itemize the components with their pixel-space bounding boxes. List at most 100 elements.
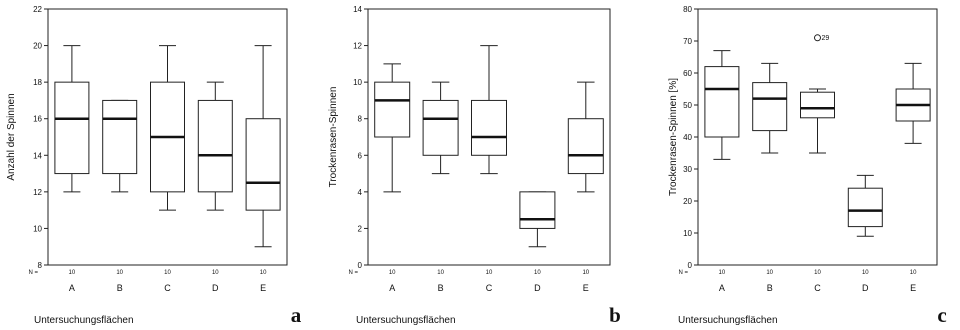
box-B: [422, 81, 459, 175]
box-E: [567, 81, 604, 193]
box-C: [471, 45, 507, 175]
y-axis-label: Trockenrasen-Spinnen [%]: [668, 78, 679, 196]
x-category-label: A: [389, 283, 395, 293]
iqr-box: [197, 99, 233, 193]
iqr-box: [847, 187, 883, 228]
n-count: 10: [69, 270, 76, 276]
n-count: 10: [486, 270, 493, 276]
n-count: 10: [766, 270, 773, 276]
y-tick-label: 18: [33, 78, 42, 87]
y-tick-label: 14: [33, 151, 42, 160]
iqr-box: [471, 99, 507, 156]
y-tick-label: 10: [353, 78, 362, 87]
box-C: [150, 45, 185, 211]
y-tick-label: 40: [683, 133, 692, 142]
iqr-box: [422, 99, 459, 156]
y-tick-label: 80: [683, 5, 692, 14]
panel-c: 0 10 20 30 40 50 60 70 80 Trockenrasen-Spinnen [%…: [668, 5, 947, 327]
x-category-label: B: [117, 283, 123, 293]
n-count: 10: [814, 270, 821, 276]
n-count: 10: [389, 270, 396, 276]
box-B: [102, 99, 138, 193]
iqr-box: [102, 99, 138, 175]
plot-frame: [367, 8, 611, 266]
n-count: 10: [719, 270, 726, 276]
panel-b: 0 2 4 6 8 10 12 14 Trockenrasen-Spinnen N = 10 A 10 B…: [328, 5, 621, 327]
n-count: 10: [260, 270, 267, 276]
y-tick-label: 0: [688, 261, 693, 270]
n-count: 10: [437, 270, 444, 276]
outlier-point: [814, 34, 821, 42]
y-axis-label: Anzahl der Spinnen: [6, 93, 17, 180]
n-count: 10: [212, 270, 219, 276]
iqr-box: [54, 81, 90, 175]
n-count: 10: [910, 270, 917, 276]
y-tick-label: 50: [683, 101, 692, 110]
plot-frame: [47, 8, 288, 266]
x-category-label: D: [534, 283, 541, 293]
n-count: 10: [582, 270, 589, 276]
panel-letter: b: [609, 303, 621, 327]
y-tick-label: 30: [683, 165, 692, 174]
y-tick-label: 4: [358, 188, 363, 197]
box-B: [752, 62, 788, 154]
panel-letter: a: [291, 303, 302, 327]
iqr-box: [704, 66, 740, 138]
y-tick-label: 12: [353, 42, 362, 51]
iqr-box: [752, 82, 788, 132]
y-tick-label: 60: [683, 69, 692, 78]
y-tick-label: 20: [33, 42, 42, 51]
panel-a: 8 10 12 14 16 18 20 22 Anzahl der Spinnen N = 10 A 1…: [6, 5, 302, 327]
n-count: 10: [862, 270, 869, 276]
box-D: [519, 191, 556, 248]
x-category-label: A: [719, 283, 725, 293]
box-C: [800, 88, 835, 154]
y-tick-label: 8: [358, 115, 363, 124]
x-category-label: D: [862, 283, 869, 293]
n-count: 10: [116, 270, 123, 276]
y-tick-label: 16: [33, 115, 42, 124]
y-tick-label: 20: [683, 197, 692, 206]
iqr-box: [245, 118, 281, 211]
y-tick-label: 8: [38, 261, 43, 270]
y-tick-label: 22: [33, 5, 42, 14]
y-tick-label: 70: [683, 37, 692, 46]
x-category-label: E: [583, 283, 589, 293]
x-axis-label: Untersuchungsflächen: [678, 315, 778, 326]
box-D: [197, 81, 233, 211]
x-axis-label: Untersuchungsflächen: [34, 315, 134, 326]
panel-letter: c: [937, 303, 946, 327]
box-A: [374, 63, 411, 193]
outlier-label: 29: [822, 35, 830, 42]
box-A: [54, 45, 90, 193]
y-tick-label: 14: [353, 5, 362, 14]
iqr-box: [519, 191, 556, 229]
x-category-label: E: [910, 283, 916, 293]
x-category-label: A: [69, 283, 75, 293]
x-category-label: E: [260, 283, 266, 293]
box-E: [245, 45, 281, 248]
y-tick-label: 12: [33, 188, 42, 197]
box-D: [847, 174, 883, 237]
x-category-label: B: [438, 283, 444, 293]
n-count: 10: [534, 270, 541, 276]
y-axis-label: Trockenrasen-Spinnen: [328, 87, 339, 188]
x-category-label: C: [814, 283, 821, 293]
y-tick-label: 6: [358, 151, 363, 160]
iqr-box: [567, 118, 604, 175]
y-tick-label: 0: [358, 261, 363, 270]
x-category-label: C: [164, 283, 171, 293]
y-tick-label: 2: [358, 224, 363, 233]
n-label: N =: [28, 270, 38, 276]
x-category-label: D: [212, 283, 219, 293]
x-axis-label: Untersuchungsflächen: [356, 315, 456, 326]
box-E: [895, 62, 931, 144]
box-A: [704, 50, 740, 160]
n-label: N =: [348, 270, 358, 276]
x-category-label: B: [767, 283, 773, 293]
n-count: 10: [164, 270, 171, 276]
y-tick-label: 10: [683, 229, 692, 238]
y-tick-label: 10: [33, 224, 42, 233]
iqr-box: [374, 81, 411, 138]
iqr-box: [800, 91, 835, 119]
